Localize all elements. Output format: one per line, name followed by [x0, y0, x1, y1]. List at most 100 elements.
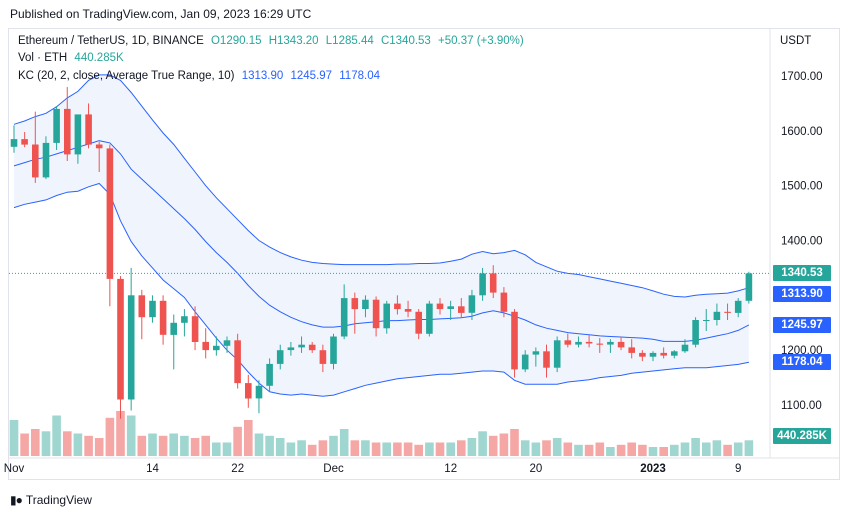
- candle-body: [32, 144, 39, 178]
- volume-bar: [510, 429, 519, 456]
- volume-bar: [318, 440, 328, 456]
- legend-kc-label[interactable]: KC (20, 2, close, Average True Range, 10…: [18, 70, 235, 82]
- volume-bar: [403, 442, 413, 456]
- legend-vol-value: 440.285K: [74, 52, 124, 64]
- volume-bar: [520, 440, 530, 456]
- volume-bar: [542, 440, 551, 456]
- x-tick-label: 2023: [640, 463, 666, 475]
- kc-lower-line: [13, 182, 750, 397]
- candle-body: [607, 341, 614, 345]
- candle-body: [500, 292, 508, 312]
- kc-middle-line: [13, 140, 750, 342]
- candle-body: [383, 303, 390, 329]
- volume-bar: [552, 438, 562, 456]
- candle-body: [85, 114, 92, 145]
- candle-body: [245, 383, 252, 399]
- candle-body: [553, 340, 561, 368]
- volume-bar: [222, 442, 232, 456]
- legend-open: O1290.15: [210, 35, 262, 47]
- legend-kc-upper: 1313.90: [241, 70, 284, 82]
- volume-bar: [371, 442, 381, 456]
- candle-body: [404, 309, 412, 312]
- tradingview-logo[interactable]: ▮● TradingView: [10, 493, 92, 507]
- candle-body: [159, 300, 167, 335]
- candle-body: [298, 344, 305, 348]
- volume-bar: [457, 440, 466, 456]
- volume-bar: [723, 444, 732, 457]
- volume-bar: [488, 435, 498, 457]
- candle-body: [74, 114, 82, 155]
- axis-currency[interactable]: USDT: [780, 35, 812, 47]
- candle-body: [447, 306, 454, 309]
- volume-bar: [126, 415, 136, 456]
- volume-bar: [702, 442, 711, 456]
- candle-body: [213, 345, 220, 351]
- volume-bar: [73, 433, 83, 456]
- candle-body: [660, 352, 667, 356]
- candle-body: [138, 295, 146, 318]
- volume-bar: [531, 442, 541, 456]
- candle-body: [703, 320, 710, 321]
- volume-bar: [244, 420, 253, 456]
- candle-body: [564, 340, 572, 345]
- volume-bar: [680, 442, 690, 456]
- candle-body: [575, 341, 582, 345]
- candle-body: [734, 300, 742, 313]
- candle-body: [234, 340, 241, 384]
- candle-body: [724, 311, 731, 313]
- volume-bar: [52, 415, 61, 456]
- candle-body: [617, 341, 625, 348]
- candle-body: [42, 142, 50, 178]
- tradingview-logo-icon: ▮●: [10, 493, 23, 507]
- candle-body: [308, 344, 316, 351]
- volume-bar: [9, 420, 19, 456]
- kc-upper-line: [13, 74, 750, 298]
- x-tick-label: Dec: [323, 463, 344, 475]
- volume-bar: [467, 438, 477, 456]
- y-tick-label: 1600.00: [781, 126, 823, 138]
- candle-body: [458, 306, 465, 313]
- legend-close: C1340.53: [380, 35, 431, 47]
- tradingview-logo-text: TradingView: [25, 493, 92, 507]
- volume-bar: [31, 429, 40, 456]
- volume-bar: [63, 431, 72, 457]
- volume-bar: [425, 442, 434, 456]
- candle-body: [191, 316, 199, 342]
- x-tick-label: 20: [530, 463, 543, 475]
- candle-body: [532, 351, 540, 355]
- candle-body: [170, 322, 177, 335]
- candle-body: [255, 385, 263, 399]
- legend-symbol[interactable]: Ethereum / TetherUS, 1D, BINANCE: [18, 35, 204, 47]
- candle-body: [671, 351, 678, 356]
- legend-ohlc: Ethereum / TetherUS, 1D, BINANCE O1290.1…: [18, 35, 528, 47]
- candle-body: [543, 351, 550, 368]
- candle-body: [127, 295, 135, 400]
- volume-bar: [446, 442, 455, 456]
- candle-body: [394, 303, 401, 310]
- volume-bar: [137, 435, 147, 457]
- candle-body: [223, 340, 231, 346]
- y-tick-label: 1500.00: [781, 181, 823, 193]
- volume-bar: [275, 438, 285, 456]
- volume-bar: [297, 440, 306, 456]
- volume-bar: [212, 442, 221, 456]
- candle-body: [511, 311, 518, 370]
- candle-body: [351, 298, 359, 310]
- published-caption: Published on TradingView.com, Jan 09, 20…: [10, 7, 312, 21]
- legend-vol-label[interactable]: Vol · ETH: [18, 52, 68, 64]
- candle-body: [266, 363, 273, 386]
- volume-bar: [20, 433, 29, 456]
- volume-bar: [563, 442, 573, 456]
- legend-keltner: KC (20, 2, close, Average True Range, 10…: [18, 70, 384, 82]
- candle-body: [745, 273, 753, 301]
- kc-upper-label: 1313.90: [773, 286, 831, 303]
- volume-bar: [382, 442, 391, 456]
- volume-bar: [574, 444, 583, 457]
- volume-bar: [584, 444, 594, 457]
- candle-body: [585, 341, 593, 344]
- y-tick-label: 1100.00: [781, 400, 822, 412]
- kc-lower-label: 1178.04: [773, 354, 831, 371]
- candle-body: [713, 311, 721, 320]
- candle-body: [319, 350, 327, 364]
